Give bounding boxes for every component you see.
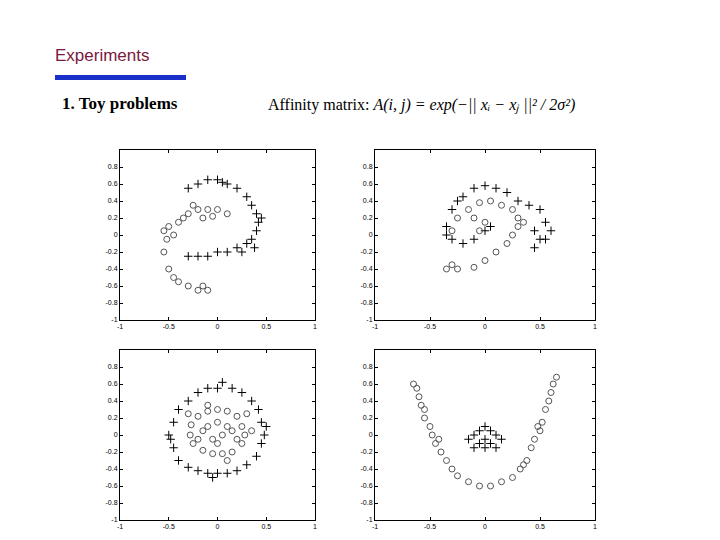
svg-text:0.5: 0.5 [261,523,271,530]
svg-text:0.4: 0.4 [108,197,118,204]
svg-text:1: 1 [313,323,317,330]
svg-text:0.5: 0.5 [535,523,545,530]
svg-text:1: 1 [593,523,597,530]
svg-text:0.8: 0.8 [363,363,373,370]
svg-text:0.5: 0.5 [535,323,545,330]
svg-text:0.8: 0.8 [363,163,373,170]
svg-text:0.6: 0.6 [108,380,118,387]
svg-text:-0.4: -0.4 [106,465,118,472]
svg-text:-0.4: -0.4 [361,465,373,472]
svg-text:0.4: 0.4 [363,397,373,404]
svg-text:-1: -1 [366,316,372,323]
html-text:Experiments: Experiments [55,46,150,65]
svg-text:0.5: 0.5 [261,323,271,330]
svg-text:0: 0 [216,523,220,530]
html-text:1. Toy problems: 1. Toy problems [62,94,178,113]
svg-text:-0.4: -0.4 [106,265,118,272]
svg-text:-0.8: -0.8 [361,299,373,306]
svg-text:-0.6: -0.6 [106,482,118,489]
svg-text:-0.8: -0.8 [106,299,118,306]
svg-text:-1: -1 [366,516,372,523]
svg-text:0.6: 0.6 [363,380,373,387]
svg-text:0.8: 0.8 [108,163,118,170]
svg-text:-0.8: -0.8 [106,499,118,506]
svg-text:0.4: 0.4 [363,197,373,204]
svg-text:-1: -1 [372,523,378,530]
svg-text:-0.8: -0.8 [361,499,373,506]
svg-text:-1: -1 [117,323,123,330]
svg-text:-0.2: -0.2 [106,448,118,455]
svg-text:0.2: 0.2 [108,414,118,421]
svg-text:0.2: 0.2 [363,414,373,421]
svg-text:0.6: 0.6 [108,180,118,187]
svg-text:0.4: 0.4 [108,397,118,404]
svg-text:0: 0 [114,431,118,438]
svg-text:1: 1 [593,323,597,330]
svg-text:-0.2: -0.2 [106,248,118,255]
svg-text:0.2: 0.2 [363,214,373,221]
svg-text:-0.2: -0.2 [361,448,373,455]
svg-text:-0.2: -0.2 [361,248,373,255]
svg-text:0.2: 0.2 [108,214,118,221]
svg-text:-0.6: -0.6 [106,282,118,289]
html-text:Affinity matrix: A(i, j) = exp: Affinity matrix: A(i, j) = exp(−|| xᵢ − … [268,96,576,113]
svg-text:-0.5: -0.5 [163,523,175,530]
svg-text:-1: -1 [372,323,378,330]
svg-text:0: 0 [369,231,373,238]
svg-text:-0.5: -0.5 [424,323,436,330]
svg-text:-1: -1 [111,316,117,323]
svg-text:0: 0 [483,523,487,530]
svg-text:-0.6: -0.6 [361,482,373,489]
svg-text:-0.6: -0.6 [361,282,373,289]
svg-text:0: 0 [114,231,118,238]
svg-text:-0.5: -0.5 [424,523,436,530]
svg-text:0.8: 0.8 [108,363,118,370]
svg-text:-1: -1 [111,516,117,523]
svg-text:0: 0 [216,323,220,330]
svg-text:0.6: 0.6 [363,180,373,187]
svg-text:0: 0 [483,323,487,330]
svg-text:0: 0 [369,431,373,438]
svg-text:1: 1 [313,523,317,530]
svg-text:-0.4: -0.4 [361,265,373,272]
svg-text:-1: -1 [117,523,123,530]
svg-text:-0.5: -0.5 [163,323,175,330]
